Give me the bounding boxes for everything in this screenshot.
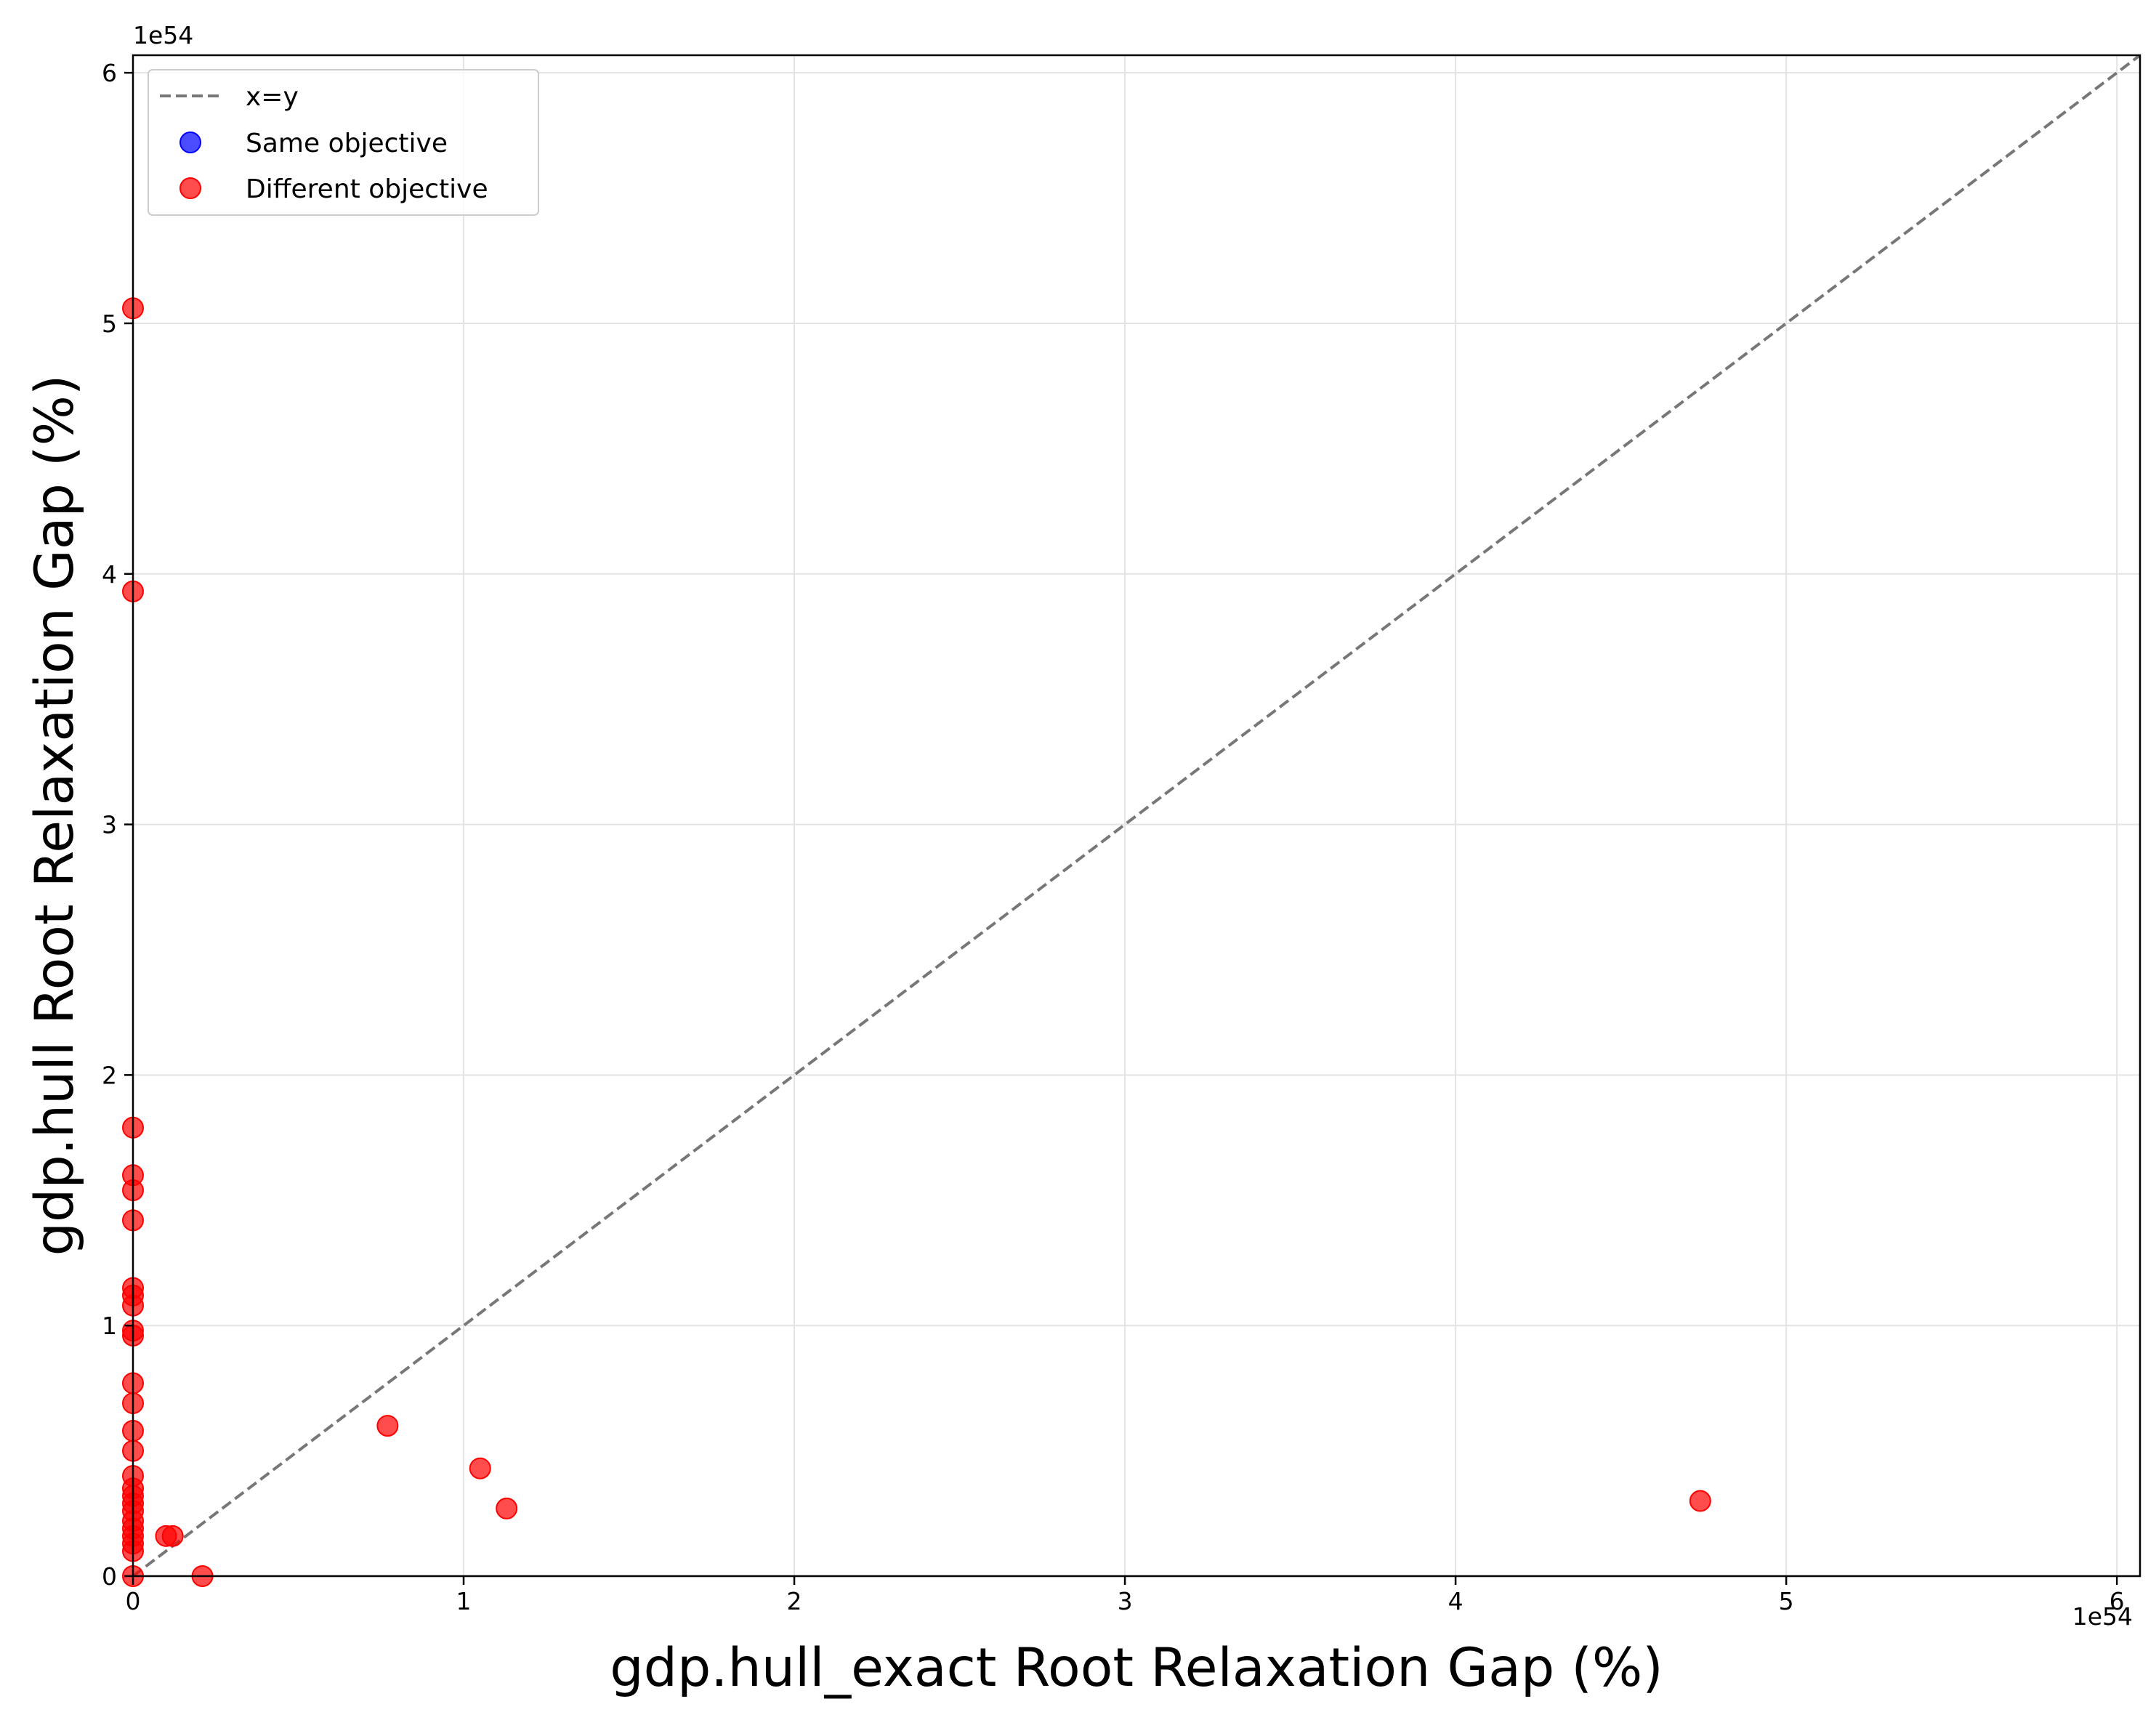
y-tick-label: 1	[102, 1312, 117, 1340]
y-axis-label: gdp.hull Root Relaxation Gap (%)	[24, 375, 86, 1256]
data-point	[1689, 1490, 1711, 1512]
x-tick-label: 5	[1779, 1587, 1794, 1615]
x-offset-label: 1e54	[2072, 1602, 2133, 1631]
x-tick-label: 0	[126, 1587, 141, 1615]
data-point	[469, 1457, 491, 1479]
reference-line-layer	[132, 54, 2141, 1578]
x-tick-label: 6	[2109, 1587, 2125, 1615]
y-tick-label: 6	[102, 59, 117, 87]
y-tick-label: 5	[102, 310, 117, 338]
data-points	[122, 297, 1711, 1587]
legend-label-reference: x=y	[246, 82, 299, 112]
data-point	[161, 1525, 184, 1547]
legend-label-same-objective: Same objective	[246, 129, 448, 158]
legend: x=y Same objective Different objective	[148, 69, 539, 216]
x-tick-label: 4	[1448, 1587, 1463, 1615]
x-axis-label: gdp.hull_exact Root Relaxation Gap (%)	[610, 1637, 1663, 1699]
legend-label-different-objective: Different objective	[246, 174, 488, 204]
axis-ticks: 0 1 2 3 4 5 6 0 1 2 3 4 5 6	[102, 59, 2125, 1615]
x-tick-label: 2	[787, 1587, 802, 1615]
grid	[132, 55, 2140, 1577]
legend-marker-same-objective	[179, 132, 201, 153]
y-tick-label: 2	[102, 1061, 117, 1089]
reference-line	[132, 54, 2141, 1578]
y-tick-label: 0	[102, 1562, 117, 1591]
y-offset-label: 1e54	[133, 21, 193, 49]
legend-marker-different-objective	[179, 177, 201, 199]
plot-frame	[132, 54, 2141, 1578]
data-point	[376, 1415, 399, 1437]
data-point	[496, 1497, 518, 1519]
x-tick-label: 1	[456, 1587, 472, 1615]
y-tick-label: 4	[102, 560, 117, 589]
x-tick-label: 3	[1118, 1587, 1133, 1615]
legend-box	[148, 69, 539, 216]
y-tick-label: 3	[102, 811, 117, 839]
